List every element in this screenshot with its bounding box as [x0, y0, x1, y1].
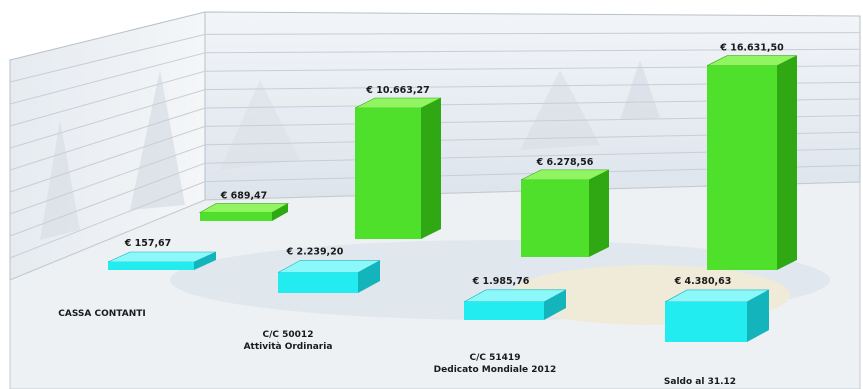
- grid-line: [9, 162, 206, 237]
- data-label-front-2: € 2.239,20: [286, 247, 344, 258]
- bar-back-2-front: [355, 107, 421, 239]
- value-labels: € 689,47 € 10.663,27 € 6.278,56 € 16.631,50…: [124, 43, 784, 287]
- bar-back-4-front: [707, 65, 777, 271]
- category-label-2: C/C 50012: [263, 330, 314, 340]
- category-label-1: CASSA CONTANTI: [58, 309, 145, 319]
- grid-line: [204, 32, 861, 35]
- bar-back-4: [706, 55, 798, 271]
- bar-front-3-front: [464, 301, 544, 320]
- bar-back-3: [520, 169, 610, 257]
- bar-front-4-side: [747, 289, 769, 342]
- grid-line: [9, 33, 206, 83]
- category-labels: CASSA CONTANTI C/C 50012 Attività Ordinari…: [58, 309, 736, 387]
- bar-front-1-front: [108, 262, 194, 270]
- data-label-back-3: € 6.278,56: [536, 157, 594, 168]
- bar-back-2: [354, 97, 442, 239]
- bar-front-4: [664, 289, 770, 342]
- bar-front-4-front: [665, 301, 747, 342]
- grid-line: [9, 52, 206, 105]
- bar-back-3-side: [589, 169, 609, 257]
- bar-front-2: [277, 260, 381, 293]
- category-label-2: Attività Ordinaria: [244, 342, 333, 352]
- grid-line: [9, 70, 206, 127]
- data-label-back-2: € 10.663,27: [365, 85, 429, 96]
- bar-front-1-side: [194, 252, 216, 270]
- bar-front-3: [463, 289, 567, 320]
- grid-line: [204, 48, 861, 54]
- data-label-front-4: € 4.380,63: [674, 276, 732, 287]
- bar-back-3-front: [521, 179, 589, 257]
- bar-back-1-front: [200, 212, 272, 221]
- grid-line: [9, 181, 206, 259]
- bar-back-1-side: [272, 203, 288, 221]
- category-label-3: C/C 51419: [470, 353, 521, 363]
- data-label-back-4: € 16.631,50: [719, 43, 784, 54]
- bar-front-1: [107, 251, 217, 270]
- data-label-back-1: € 689,47: [220, 191, 268, 202]
- category-label-3: Dedicato Mondiale 2012: [434, 365, 557, 375]
- data-label-front-1: € 157,67: [124, 238, 172, 249]
- bar-back-2-side: [421, 97, 441, 239]
- bar-front-2-front: [278, 272, 358, 293]
- grid-line: [9, 89, 206, 149]
- category-label-4: Saldo al 31.12: [664, 377, 736, 387]
- bars-layer: [107, 55, 798, 342]
- grid-line: [9, 125, 206, 193]
- bar-back-1: [198, 203, 290, 221]
- bar-back-4-side: [777, 55, 797, 271]
- grid-line: [9, 107, 206, 171]
- grid-line: [9, 144, 206, 215]
- data-label-front-3: € 1.985,76: [472, 276, 530, 287]
- bar-front-3-side: [544, 289, 566, 320]
- bar-front-2-side: [358, 260, 380, 293]
